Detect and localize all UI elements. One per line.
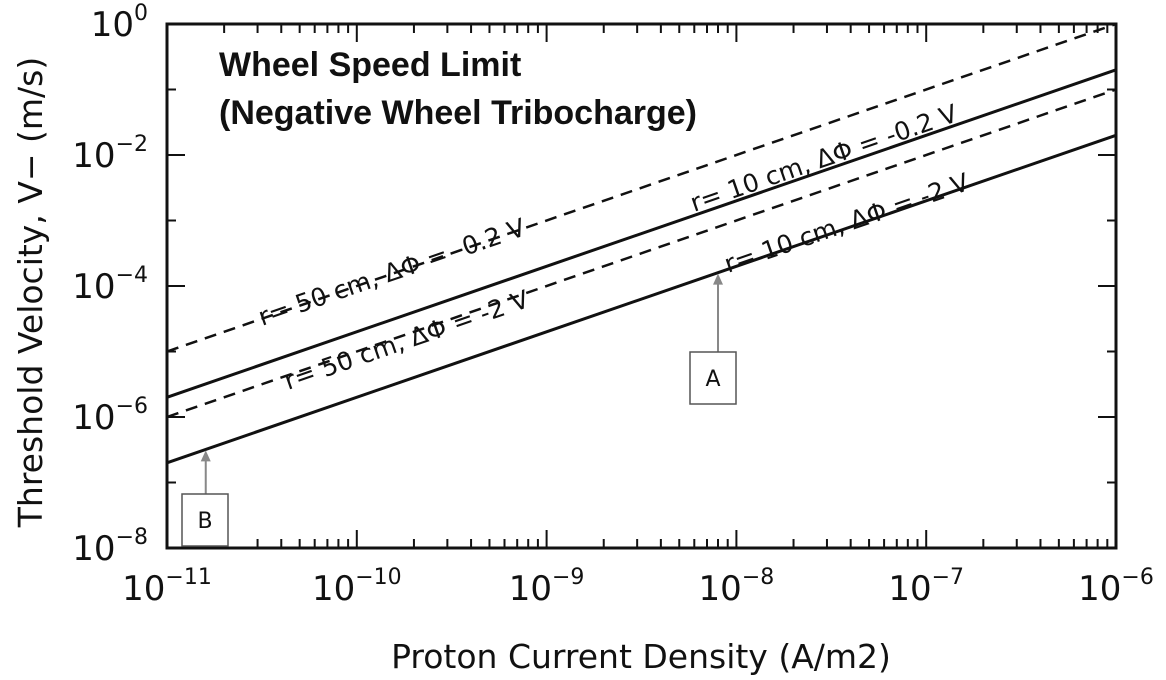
x-tick-label: 10−11 xyxy=(122,565,212,609)
series-line-4 xyxy=(166,133,1117,465)
chart-title: Wheel Speed Limit xyxy=(219,46,521,84)
y-tick-label: 100 xyxy=(91,1,148,45)
annotation-box xyxy=(689,351,737,405)
annotation-box-label: A xyxy=(705,367,720,392)
x-tick-label: 10−6 xyxy=(1078,565,1154,609)
y-tick-label: 10−2 xyxy=(72,132,148,176)
x-tick-label: 10−10 xyxy=(312,565,402,609)
annotation-arrowhead xyxy=(713,273,724,285)
series-lines xyxy=(166,22,1117,465)
y-tick-label: 10−8 xyxy=(72,525,148,569)
series-line-2 xyxy=(166,68,1117,399)
y-tick-label: 10−6 xyxy=(72,394,148,438)
annotation-box xyxy=(181,493,229,547)
annotation-arrowhead xyxy=(200,450,211,462)
annotation-box-label: B xyxy=(197,509,212,534)
x-tick-label: 10−7 xyxy=(888,565,964,609)
tick-labels: 10−11 10−10 10−9 10−8 10−7 10−6 10−8 10−6 10−4 10… xyxy=(72,1,1154,609)
x-tick-label: 10−9 xyxy=(509,565,585,609)
x-tick-label: 10−8 xyxy=(699,565,775,609)
y-tick-label: 10−4 xyxy=(72,263,148,307)
series-line-3 xyxy=(166,88,1117,419)
plot-frame xyxy=(165,22,1118,550)
x-axis-label: Proton Current Density (A/m2) xyxy=(391,637,891,676)
y-axis-label: Threshold Velocity, V− (m/s) xyxy=(11,57,50,528)
series-line-1 xyxy=(166,22,1117,353)
chart-subtitle: (Negative Wheel Tribocharge) xyxy=(219,94,697,132)
